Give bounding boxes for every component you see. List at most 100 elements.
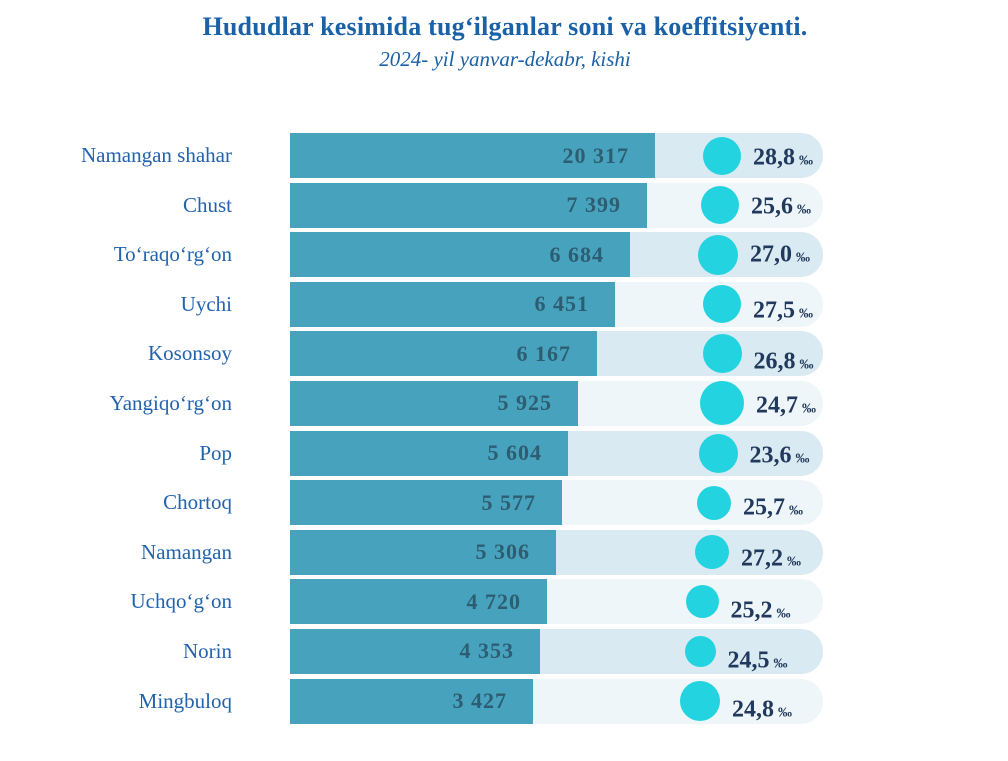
permille-sign: ‰ bbox=[799, 357, 814, 373]
region-label: To‘raqo‘rg‘on bbox=[113, 242, 232, 267]
value-bar: 20 317 bbox=[290, 133, 655, 178]
chart-header: Hududlar kesimida tug‘ilganlar soni va k… bbox=[72, 12, 938, 72]
permille-sign: ‰ bbox=[799, 153, 813, 168]
chart-row: Chust 7 399 25,6 ‰ bbox=[0, 182, 1008, 228]
rate-dot bbox=[700, 381, 744, 426]
rate-number: 24,7 bbox=[756, 392, 798, 419]
permille-sign: ‰ bbox=[773, 656, 788, 672]
rate-value: 25,7 ‰ bbox=[743, 494, 803, 521]
bar-value: 3 427 bbox=[452, 688, 507, 714]
bar-value: 4 720 bbox=[466, 588, 521, 614]
region-label: Namangan shahar bbox=[80, 143, 232, 167]
chart-row: To‘raqo‘rg‘on 6 684 27,0 ‰ bbox=[0, 232, 1008, 278]
rate-dot bbox=[684, 635, 716, 667]
rate-value: 27,5 ‰ bbox=[753, 298, 813, 325]
value-bar: 6 167 bbox=[290, 331, 597, 377]
permille-sign: ‰ bbox=[776, 606, 791, 622]
region-label: Namangan bbox=[141, 539, 232, 564]
rate-number: 27,0 bbox=[750, 241, 792, 268]
value-bar: 4 353 bbox=[290, 628, 540, 674]
value-bar: 3 427 bbox=[290, 678, 533, 724]
rate-dot bbox=[680, 681, 720, 722]
permille-sign: ‰ bbox=[802, 401, 816, 417]
rate-value: 23,6 ‰ bbox=[750, 443, 810, 470]
rate-dot bbox=[703, 136, 741, 175]
value-bar: 5 604 bbox=[290, 430, 568, 476]
chart-row: Kosonsoy 6 167 26,8 ‰ bbox=[0, 331, 1008, 377]
rate-value: 28,8 ‰ bbox=[753, 144, 813, 171]
bar-value: 5 577 bbox=[481, 489, 536, 515]
permille-sign: ‰ bbox=[797, 202, 811, 218]
chart-row: Norin 4 353 24,5 ‰ bbox=[0, 628, 1008, 675]
rate-value: 24,5 ‰ bbox=[728, 648, 788, 675]
rate-dot bbox=[702, 334, 742, 374]
chart-row: Yangiqo‘rg‘on 5 925 24,7 ‰ bbox=[0, 380, 1008, 426]
bar-value: 5 306 bbox=[475, 539, 530, 565]
value-bar: 5 306 bbox=[290, 529, 556, 575]
chart-row: Chortoq 5 577 25,7 ‰ bbox=[0, 480, 1008, 526]
rate-dot bbox=[698, 234, 738, 275]
rate-dot bbox=[695, 535, 729, 570]
chart-row: Uychi 6 451 27,5 ‰ bbox=[0, 281, 1008, 327]
rate-dot bbox=[685, 585, 719, 619]
region-label: Pop bbox=[199, 440, 232, 465]
rate-number: 24,5 bbox=[727, 647, 770, 674]
rate-dot bbox=[697, 485, 731, 520]
permille-sign: ‰ bbox=[796, 250, 810, 266]
bar-value: 5 604 bbox=[487, 440, 542, 466]
region-label: Chust bbox=[182, 192, 232, 217]
permille-sign: ‰ bbox=[787, 554, 801, 570]
rate-value: 26,8 ‰ bbox=[754, 348, 814, 375]
value-bar: 5 925 bbox=[290, 380, 578, 426]
rate-value: 27,0 ‰ bbox=[750, 241, 810, 268]
bar-value: 20 317 bbox=[562, 142, 629, 168]
rate-number: 25,6 bbox=[751, 193, 793, 220]
region-label: Uchqo‘g‘on bbox=[130, 589, 232, 614]
permille-sign: ‰ bbox=[795, 451, 810, 467]
value-bar: 7 399 bbox=[290, 182, 647, 228]
permille-sign: ‰ bbox=[778, 705, 792, 721]
region-label: Uychi bbox=[180, 291, 232, 316]
permille-sign: ‰ bbox=[799, 306, 813, 322]
value-bar: 6 451 bbox=[290, 281, 615, 327]
chart-rows: Namangan shahar 20 317 28,8 ‰ Chust 7 399… bbox=[0, 133, 1008, 728]
chart-title: Hududlar kesimida tug‘ilganlar soni va k… bbox=[202, 12, 808, 41]
rate-number: 27,2 bbox=[741, 545, 783, 572]
rate-number: 23,6 bbox=[749, 442, 792, 469]
bar-value: 6 451 bbox=[534, 291, 589, 317]
chart-subtitle: 2024- yil yanvar-dekabr, kishi bbox=[379, 47, 631, 71]
chart-row: Namangan 5 306 27,2 ‰ bbox=[0, 529, 1008, 575]
permille-sign: ‰ bbox=[789, 503, 803, 519]
rate-number: 28,8 bbox=[753, 144, 795, 170]
rate-dot bbox=[703, 285, 741, 324]
bar-value: 5 925 bbox=[497, 390, 552, 416]
value-bar: 4 720 bbox=[290, 579, 547, 625]
region-label: Mingbuloq bbox=[138, 688, 232, 713]
rate-value: 25,6 ‰ bbox=[751, 194, 811, 221]
bar-value: 7 399 bbox=[566, 192, 621, 218]
rate-number: 25,7 bbox=[743, 494, 785, 521]
bar-value: 6 684 bbox=[549, 241, 604, 267]
rate-value: 24,8 ‰ bbox=[732, 697, 792, 724]
rate-dot bbox=[698, 433, 738, 473]
value-bar: 6 684 bbox=[290, 232, 630, 278]
rate-number: 27,5 bbox=[753, 297, 795, 324]
bar-value: 4 353 bbox=[459, 638, 514, 664]
rate-value: 25,2 ‰ bbox=[731, 597, 791, 624]
value-bar: 5 577 bbox=[290, 480, 562, 526]
chart-row: Namangan shahar 20 317 28,8 ‰ bbox=[0, 133, 1008, 178]
rate-dot bbox=[701, 186, 739, 225]
rate-number: 25,2 bbox=[730, 597, 773, 624]
rate-number: 24,8 bbox=[732, 696, 774, 723]
bar-value: 6 167 bbox=[516, 340, 571, 366]
region-label: Kosonsoy bbox=[147, 341, 232, 366]
rate-value: 27,2 ‰ bbox=[741, 546, 801, 573]
rate-number: 26,8 bbox=[753, 348, 796, 375]
region-label: Chortoq bbox=[163, 490, 232, 515]
chart-row: Pop 5 604 23,6 ‰ bbox=[0, 430, 1008, 476]
chart-row: Mingbuloq 3 427 24,8 ‰ bbox=[0, 678, 1008, 724]
region-label: Norin bbox=[183, 638, 232, 663]
chart-row: Uchqo‘g‘on 4 720 25,2 ‰ bbox=[0, 579, 1008, 625]
rate-value: 24,7 ‰ bbox=[756, 393, 816, 420]
